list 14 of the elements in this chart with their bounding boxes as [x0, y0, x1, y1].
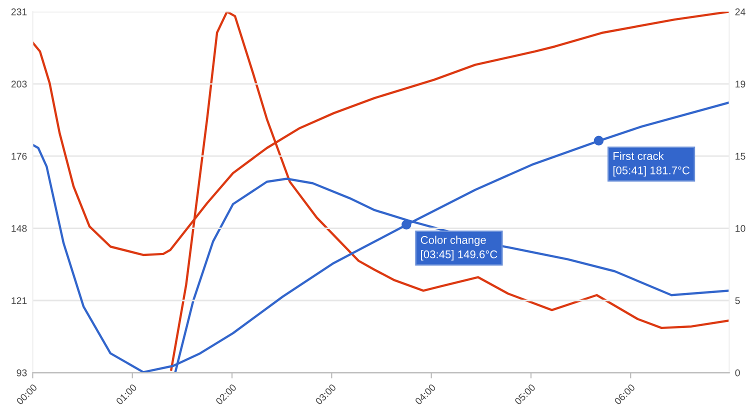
y2-tick-label: 15: [736, 152, 746, 160]
y2-tick-label: 0: [735, 369, 740, 376]
y-tick-label: 176: [12, 152, 27, 160]
y2-tick-label: 5: [735, 297, 740, 304]
y-tick-label: 148: [12, 225, 27, 232]
y-tick-label: 203: [11, 80, 27, 88]
y2-tick-label: 19: [736, 80, 746, 88]
annotation: Color change [03:45] 149.6°C: [420, 236, 498, 260]
y-tick-label: 231: [11, 8, 27, 16]
annotation: First crack [05:41] 181.7°C: [613, 152, 690, 177]
y-tick-label: 93: [16, 369, 27, 376]
y-tick-label: 121: [12, 297, 27, 304]
y2-tick-label: 10: [736, 225, 746, 232]
y2-tick-label: 24: [735, 8, 746, 16]
